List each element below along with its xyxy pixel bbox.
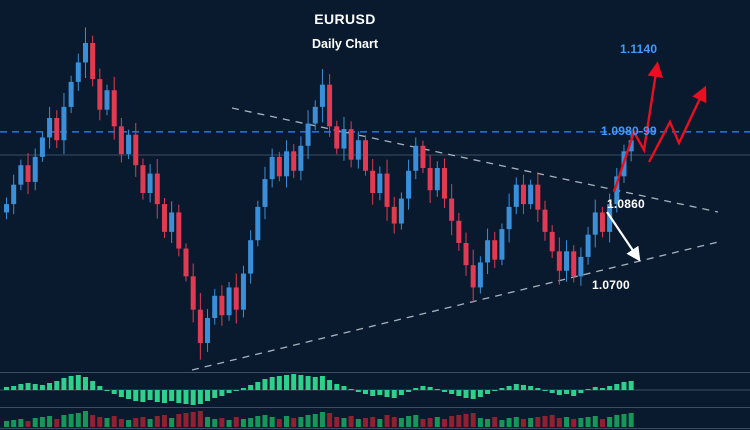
timeframe-subtitle: Daily Chart: [312, 37, 378, 51]
support-level-label: 1.0700: [592, 278, 630, 292]
breakout-level-label: 1.0860: [607, 197, 645, 211]
pullback-arrow: [606, 211, 641, 262]
projection-arrows: [606, 61, 707, 262]
volume-bars: [4, 411, 634, 427]
bullish-projection-arrow: [612, 61, 664, 193]
resistance-zone-label: 1.0980-99: [601, 124, 657, 138]
target-price-label: 1.1140: [620, 42, 658, 56]
macd-histogram: [0, 374, 750, 405]
symbol-title: EURUSD: [314, 11, 376, 27]
trendlines: [191, 107, 719, 371]
candles: [4, 27, 634, 360]
bullish-projection-arrow: [647, 85, 707, 163]
